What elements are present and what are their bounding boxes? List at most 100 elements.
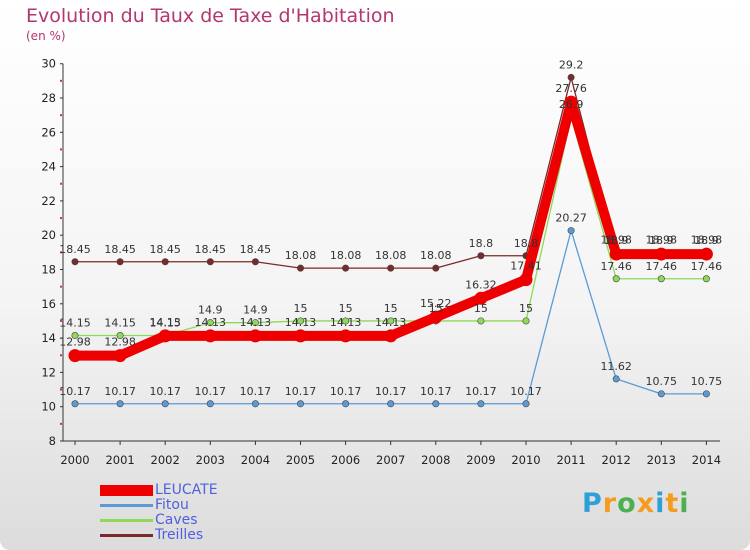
data-label: 10.17 [285,385,317,398]
x-tick-label: 2008 [421,453,450,467]
y-tick-label: 22 [41,194,56,208]
data-label: 14.13 [149,316,181,329]
data-point [702,390,710,398]
data-point [339,329,353,343]
x-tick-label: 2000 [60,453,89,467]
data-point [116,332,124,340]
legend-label: Fitou [155,497,189,513]
y-minor-tick [60,388,62,391]
data-label: 18.9 [604,234,629,247]
y-tick-label: 14 [41,331,56,345]
data-label: 17.46 [646,260,678,273]
logo-letter: i [679,488,690,519]
data-point [116,258,124,266]
data-label: 10.17 [195,385,227,398]
logo-letter: i [655,488,666,519]
x-tick-label: 2011 [556,453,585,467]
y-minor-tick [60,148,62,151]
data-label: 26.9 [559,98,584,111]
data-label: 10.17 [510,385,542,398]
data-point [116,400,124,408]
data-point [702,275,710,283]
data-label: 14.9 [243,304,268,317]
y-tick-label: 24 [41,160,56,174]
data-label: 14.15 [59,317,91,330]
y-tick-label: 10 [41,400,56,414]
data-label: 18.08 [375,249,407,262]
data-label: 11.62 [600,360,632,373]
x-tick-label: 2003 [196,453,225,467]
data-label: 17.41 [510,260,542,273]
data-label: 17.46 [691,260,723,273]
data-label: 10.17 [375,385,407,398]
data-label: 15 [429,302,443,315]
legend-swatch-caves [100,519,153,522]
data-point [206,258,214,266]
y-tick-label: 28 [41,91,56,105]
legend-swatch-treilles [100,534,153,537]
data-point [68,349,82,363]
data-point [477,252,485,260]
data-point [71,332,79,340]
y-tick-label: 12 [41,365,56,379]
data-label: 10.17 [240,385,272,398]
data-point [251,319,259,327]
data-point [567,227,575,235]
data-label: 18.45 [149,243,181,256]
x-tick-label: 2002 [151,453,180,467]
data-point [522,317,530,325]
legend-swatch-fitou [100,504,153,507]
y-tick-label: 16 [41,297,56,311]
data-point [699,247,713,261]
data-point [158,329,172,343]
data-point [384,329,398,343]
data-point [294,329,307,343]
data-point [296,264,304,272]
data-point [609,247,623,261]
data-point [71,258,79,266]
data-label: 18.9 [649,234,674,247]
data-label: 18.08 [330,249,362,262]
data-label: 14.13 [240,316,272,329]
data-point [342,264,350,272]
logo-letter: x [636,488,656,519]
data-point [387,264,395,272]
data-point [342,400,350,408]
data-point [612,375,620,383]
data-label: 14.13 [375,316,407,329]
chart-title: Evolution du Taux de Taxe d'Habitation [26,5,395,27]
data-point [161,400,169,408]
y-minor-tick [60,319,62,322]
data-label: 18.8 [469,237,494,250]
chart-subtitle: (en %) [26,29,66,43]
y-minor-tick [60,79,62,82]
data-point [522,400,530,408]
y-tick-label: 20 [41,228,56,242]
y-minor-tick [60,114,62,117]
x-tick-label: 2004 [241,453,270,467]
y-tick-label: 26 [41,125,56,139]
data-label: 15 [339,302,353,315]
data-point [612,275,620,283]
data-label: 16.32 [465,278,497,291]
data-point [251,400,259,408]
y-minor-tick [60,182,62,185]
data-label: 18.45 [195,243,227,256]
legend-label: Caves [155,512,198,528]
data-point [477,317,485,325]
y-tick-label: 8 [49,434,56,448]
data-point [206,319,214,327]
data-label: 10.17 [59,385,91,398]
data-label: 15.22 [420,297,452,310]
data-point [206,400,214,408]
y-minor-tick [60,217,62,220]
y-tick-label: 18 [41,263,56,277]
logo-letter: r [602,488,618,519]
logo-letter: o [617,488,637,519]
data-label: 20.27 [555,212,587,225]
y-minor-tick [60,422,62,425]
x-tick-label: 2012 [602,453,631,467]
data-point [248,329,262,343]
data-label: 15 [294,302,308,315]
